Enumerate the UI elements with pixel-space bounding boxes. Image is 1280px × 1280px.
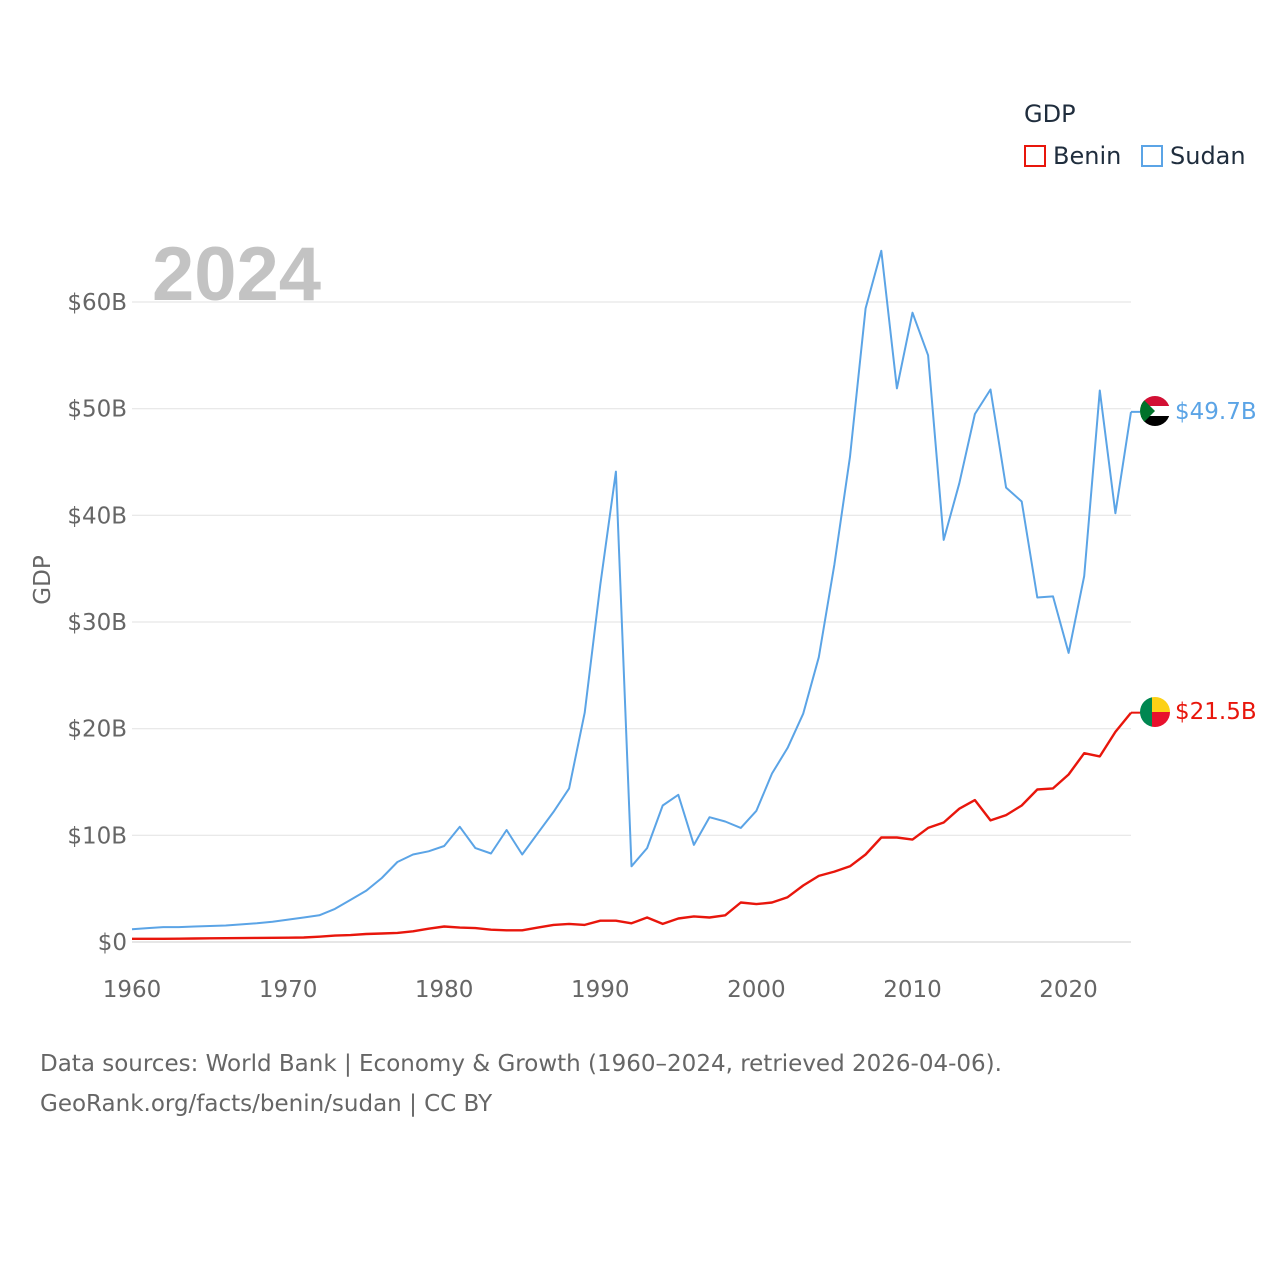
series-line-sudan: [131, 249, 1132, 931]
end-markers: [1140, 396, 1170, 727]
y-tick-label: $60B: [67, 290, 127, 316]
y-tick-label: $20B: [67, 717, 127, 743]
year-label: 2024: [152, 232, 321, 317]
x-tick-label: 2000: [727, 977, 786, 1003]
sudan-flag-icon: [1140, 396, 1170, 426]
x-tick-label: 1970: [259, 977, 318, 1003]
benin-flag-icon: [1140, 697, 1170, 727]
y-tick-label: $10B: [67, 823, 127, 849]
y-tick-label: $30B: [67, 610, 127, 636]
series-lines: [131, 249, 1141, 940]
legend-title: GDP: [1024, 100, 1076, 128]
benin-end-label: $21.5B: [1175, 699, 1257, 725]
x-tick-label: 1960: [103, 977, 162, 1003]
y-axis-ticks: $0 $10B $20B $30B $40B $50B $60B: [67, 290, 127, 956]
legend-item-benin[interactable]: Benin: [1024, 142, 1121, 170]
x-tick-label: 1990: [571, 977, 630, 1003]
y-axis-label: GDP: [30, 555, 56, 605]
legend-swatch-sudan: [1141, 145, 1163, 167]
footer: Data sources: World Bank | Economy & Gro…: [40, 1044, 1002, 1124]
y-tick-label: $50B: [67, 397, 127, 423]
legend-label-sudan: Sudan: [1170, 142, 1246, 170]
legend-label-benin: Benin: [1053, 142, 1122, 170]
gridlines: [132, 301, 1131, 943]
x-axis-ticks: 1960 1970 1980 1990 2000 2010 2020: [103, 977, 1098, 1003]
legend-item-sudan[interactable]: Sudan: [1141, 142, 1246, 170]
series-line-benin: [132, 711, 1132, 940]
x-tick-label: 1980: [415, 977, 474, 1003]
x-tick-label: 2020: [1039, 977, 1098, 1003]
y-tick-label: $40B: [67, 503, 127, 529]
y-tick-label: $0: [98, 930, 127, 956]
footer-sources: Data sources: World Bank | Economy & Gro…: [40, 1051, 1002, 1077]
x-tick-label: 2010: [883, 977, 942, 1003]
footer-link[interactable]: GeoRank.org/facts/benin/sudan | CC BY: [40, 1091, 493, 1117]
legend-swatch-benin: [1024, 145, 1046, 167]
sudan-end-label: $49.7B: [1175, 399, 1257, 425]
